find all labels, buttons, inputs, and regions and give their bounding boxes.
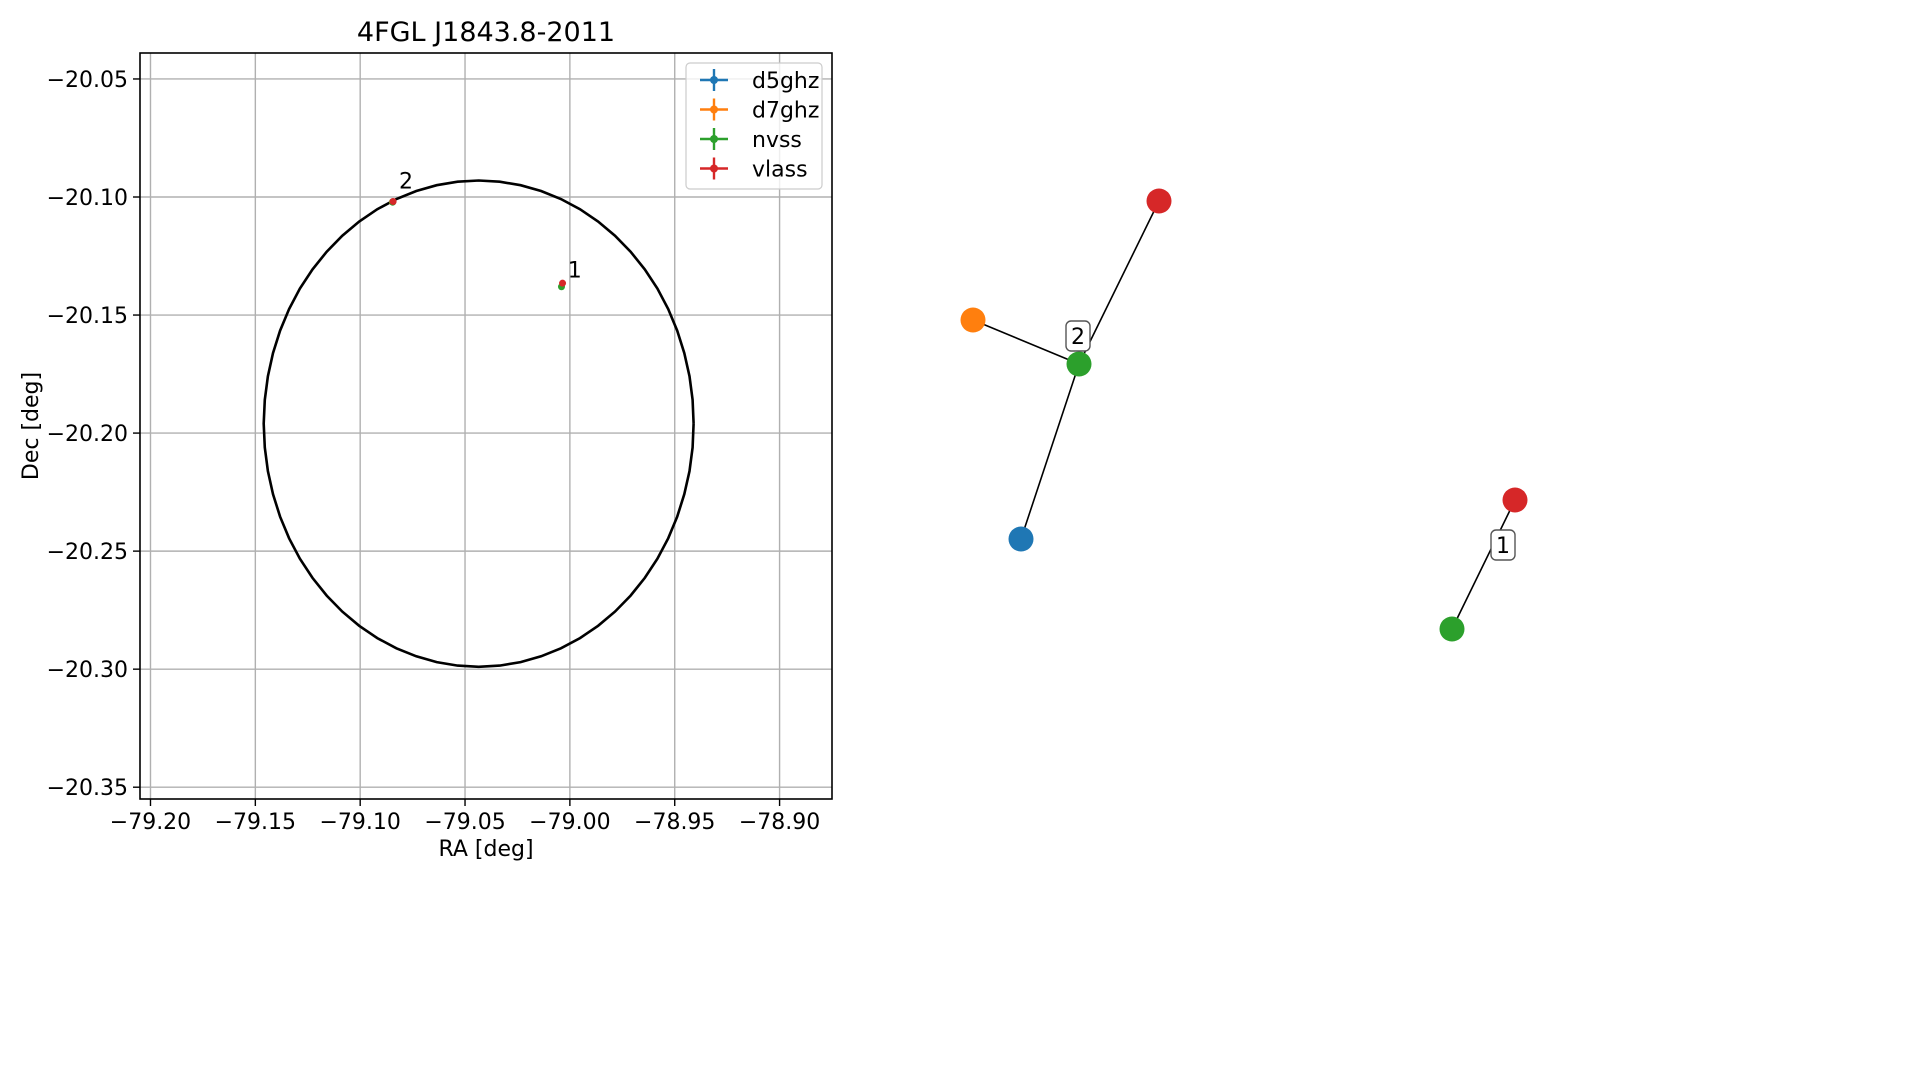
y-tick-label: −20.05 [47, 68, 128, 93]
group-label-text: 2 [1071, 325, 1085, 350]
node-d7ghz [960, 307, 986, 333]
network-edge [1078, 200, 1160, 365]
legend-label: nvss [752, 128, 802, 153]
source-points [388, 197, 567, 291]
association-network: 21 [960, 188, 1528, 642]
x-tick-label: −78.95 [634, 810, 715, 835]
y-tick-label: −20.25 [47, 540, 128, 565]
localization-ellipse-path [262, 179, 695, 669]
legend-item-d7ghz: d7ghz [700, 98, 819, 124]
legend-label: d5ghz [752, 69, 819, 94]
localization-ellipse [262, 179, 695, 669]
node-d5ghz [1008, 526, 1034, 552]
x-tick-label: −79.05 [424, 810, 505, 835]
node-nvss [1439, 616, 1465, 642]
y-tick-label: −20.20 [47, 422, 128, 447]
y-tick-label: −20.15 [47, 304, 128, 329]
point-vlass [389, 197, 397, 205]
legend-label: d7ghz [752, 99, 819, 124]
legend-marker-dot [710, 135, 718, 143]
x-tick-label: −78.90 [739, 810, 820, 835]
chart-title: 4FGL J1843.8-2011 [357, 17, 615, 48]
legend-item-d5ghz: d5ghz [700, 69, 819, 94]
network-group-label: 2 [1065, 320, 1091, 352]
scatter-plot: 21 −79.20 −79.15 −79.10 −79.05 −79.00 −78.95−… [19, 17, 833, 862]
network-edge [1451, 499, 1516, 630]
legend-marker-dot [710, 164, 718, 173]
network-edge [1020, 363, 1080, 540]
network-edge [972, 319, 1080, 365]
grid-lines [140, 53, 832, 799]
group-label-box [1065, 320, 1091, 352]
point-annotation: 2 [399, 170, 413, 195]
legend: d5ghz d7ghz nvss vlass [685, 62, 823, 190]
network-group-labels: 21 [1065, 320, 1516, 561]
point-vlass [559, 279, 567, 287]
y-tick-label: −20.35 [47, 776, 128, 801]
y-tick-label: −20.10 [47, 186, 128, 211]
node-vlass [1502, 487, 1528, 513]
legend-box [685, 62, 823, 190]
x-tick-label: −79.20 [110, 810, 191, 835]
legend-item-vlass: vlass [700, 157, 808, 183]
y-tick-label: −20.30 [47, 658, 128, 683]
plot-frame [139, 52, 833, 800]
axis-ticks: −79.20 −79.15 −79.10 −79.05 −79.00 −78.95 −78.… [47, 68, 821, 835]
network-edges [972, 200, 1516, 630]
point-annotations: 21 [399, 170, 582, 284]
legend-item-nvss: nvss [700, 128, 802, 153]
point-annotation: 1 [568, 258, 582, 283]
y-axis-label: Dec [deg] [19, 372, 44, 480]
legend-marker-dot [710, 105, 718, 114]
node-vlass [1146, 188, 1172, 214]
network-nodes [960, 188, 1528, 642]
x-tick-label: −79.10 [319, 810, 400, 835]
legend-marker-dot [710, 76, 718, 84]
x-tick-label: −79.15 [215, 810, 296, 835]
x-axis-label: RA [deg] [438, 837, 533, 862]
node-nvss [1066, 351, 1092, 377]
legend-label: vlass [752, 158, 808, 183]
group-label-text: 1 [1496, 534, 1510, 559]
group-label-box [1490, 529, 1516, 561]
x-tick-label: −79.00 [529, 810, 610, 835]
network-group-label: 1 [1490, 529, 1516, 561]
